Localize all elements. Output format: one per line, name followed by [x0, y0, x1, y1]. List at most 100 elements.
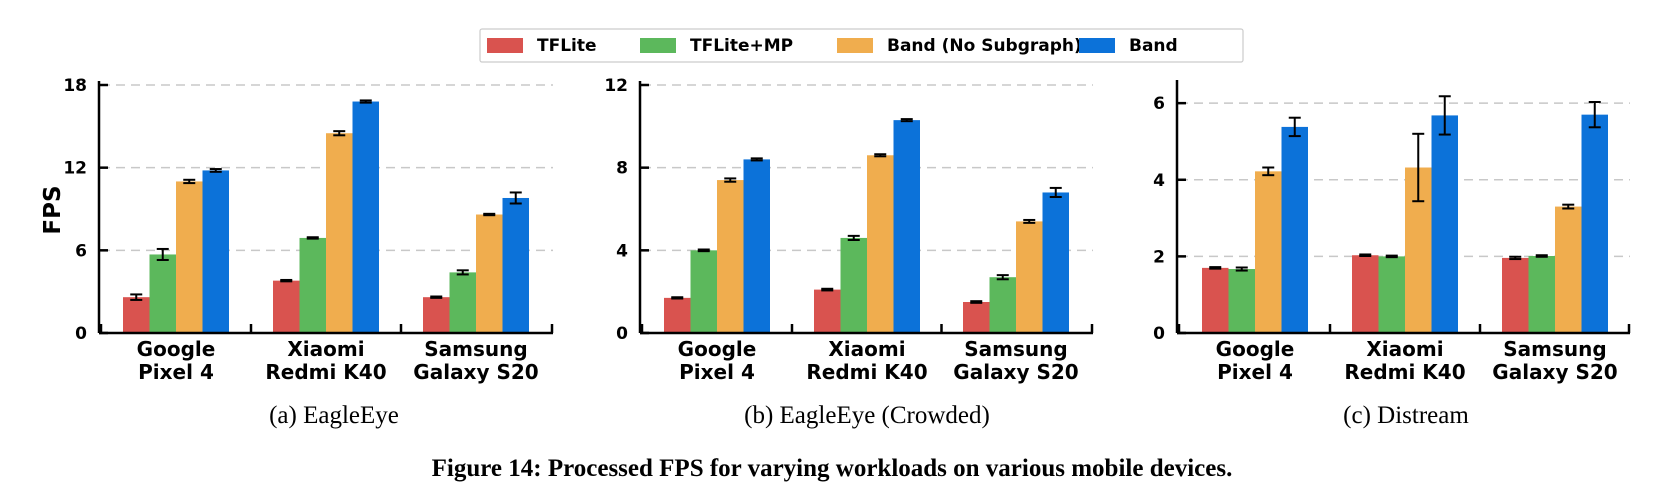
bar-2-1-3 — [1431, 115, 1458, 333]
bar-2-1-1 — [1378, 256, 1405, 333]
x-tick-label: Samsung — [1503, 337, 1606, 361]
error-bar-2-0-2 — [1262, 166, 1275, 177]
error-bar-0-1-1 — [306, 236, 319, 240]
y-tick-label: 18 — [63, 76, 87, 96]
error-bar-1-1-1 — [847, 234, 860, 241]
error-bar-1-1-3 — [900, 118, 913, 123]
error-bar-2-2-1 — [1535, 254, 1548, 258]
x-tick-label: Pixel 4 — [679, 360, 755, 384]
subcaption-c: (c) Distream — [1343, 402, 1469, 429]
error-bar-0-1-0 — [280, 278, 293, 283]
bar-2-1-0 — [1352, 255, 1379, 333]
error-bar-0-2-2 — [483, 212, 496, 217]
y-tick-label: 0 — [1153, 324, 1165, 344]
error-bar-0-1-2 — [333, 130, 346, 137]
legend-label-1: TFLite+MP — [690, 36, 793, 56]
error-bar-2-2-0 — [1509, 255, 1522, 261]
bar-0-0-1 — [149, 254, 176, 333]
bar-2-2-1 — [1528, 256, 1555, 333]
x-tick-label: Galaxy S20 — [953, 360, 1078, 384]
bar-1-1-1 — [840, 237, 867, 333]
error-bar-0-0-0 — [130, 293, 143, 301]
legend-label-3: Band — [1129, 36, 1178, 56]
bar-0-1-2 — [326, 133, 353, 333]
error-bar-1-0-0 — [671, 296, 684, 300]
error-bar-2-0-0 — [1209, 266, 1222, 270]
bar-1-0-1 — [690, 250, 717, 333]
y-tick-label: 0 — [75, 324, 87, 344]
error-bar-0-0-1 — [156, 247, 169, 261]
x-tick-label: Redmi K40 — [806, 360, 927, 384]
legend-swatch-2 — [837, 38, 873, 53]
error-bar-2-2-2 — [1562, 203, 1575, 210]
error-bar-2-2-3 — [1588, 101, 1601, 129]
bar-2-0-0 — [1202, 267, 1229, 333]
x-tick-label: Xiaomi — [828, 337, 905, 361]
x-tick-label: Google — [137, 337, 216, 361]
x-tick-label: Samsung — [424, 337, 527, 361]
y-tick-label: 0 — [616, 324, 628, 344]
x-tick-label: Galaxy S20 — [1492, 360, 1617, 384]
bar-1-0-3 — [743, 159, 770, 333]
bar-2-2-3 — [1581, 114, 1608, 334]
legend-swatch-3 — [1079, 38, 1115, 53]
legend-label-0: TFLite — [537, 36, 597, 56]
bar-2-0-3 — [1281, 126, 1308, 333]
bar-1-1-3 — [893, 120, 920, 333]
bar-0-1-0 — [273, 280, 300, 333]
x-tick-label: Samsung — [964, 337, 1067, 361]
x-tick-label: Xiaomi — [287, 337, 364, 361]
bar-1-0-2 — [717, 180, 744, 333]
error-bar-1-2-2 — [1023, 218, 1036, 224]
error-bar-2-0-3 — [1288, 116, 1301, 138]
bar-2-2-2 — [1555, 206, 1582, 333]
error-bar-1-0-2 — [724, 177, 737, 183]
error-bar-0-0-3 — [209, 168, 222, 173]
bar-1-1-0 — [814, 289, 841, 333]
legend: TFLite TFLite+MP Band (No Subgraph) Band — [479, 28, 1244, 63]
y-tick-label: 4 — [1153, 171, 1165, 191]
bar-0-2-0 — [423, 297, 450, 333]
error-bar-1-2-1 — [996, 274, 1009, 281]
bar-0-0-2 — [176, 181, 203, 333]
y-tick-label: 6 — [75, 241, 87, 261]
y-tick-label: 12 — [604, 76, 628, 96]
y-tick-label: 8 — [616, 159, 628, 179]
legend-label-2: Band (No Subgraph) — [887, 36, 1082, 56]
error-bar-2-1-1 — [1385, 254, 1398, 259]
error-bar-1-0-1 — [697, 248, 710, 253]
bar-0-0-3 — [202, 170, 229, 333]
bar-1-2-3 — [1042, 192, 1069, 333]
bar-0-1-1 — [299, 237, 326, 333]
x-tick-label: Google — [1216, 337, 1295, 361]
bar-1-2-0 — [963, 302, 990, 333]
legend-swatch-0 — [487, 38, 523, 53]
subcaption-b: (b) EagleEye (Crowded) — [744, 402, 990, 429]
bar-0-1-3 — [352, 101, 379, 334]
legend-swatch-1 — [640, 38, 676, 53]
bar-0-2-1 — [449, 272, 476, 333]
x-tick-label: Pixel 4 — [1217, 360, 1293, 384]
bar-2-2-0 — [1502, 257, 1529, 333]
y-tick-label: 4 — [616, 241, 628, 261]
bar-1-0-0 — [664, 297, 691, 333]
bar-0-2-3 — [502, 197, 529, 333]
error-bar-1-2-0 — [970, 300, 983, 304]
error-bar-2-1-0 — [1359, 253, 1372, 258]
subcaption-a: (a) EagleEye — [269, 402, 399, 429]
x-tick-label: Galaxy S20 — [413, 360, 538, 384]
y-tick-label: 6 — [1153, 94, 1165, 114]
x-tick-label: Redmi K40 — [265, 360, 386, 384]
x-tick-label: Xiaomi — [1366, 337, 1443, 361]
bar-2-0-2 — [1255, 171, 1282, 333]
error-bar-0-2-1 — [456, 269, 469, 276]
error-bar-2-1-2 — [1412, 132, 1425, 203]
bar-1-2-2 — [1016, 221, 1043, 333]
y-tick-label: 12 — [63, 159, 87, 179]
y-axis-label: FPS — [40, 185, 66, 234]
